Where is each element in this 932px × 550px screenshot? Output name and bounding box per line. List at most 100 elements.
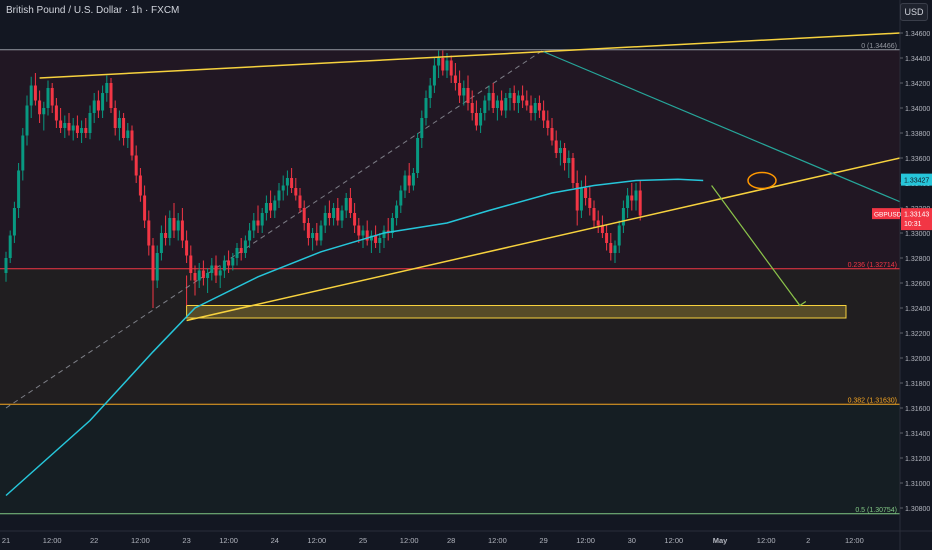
candle-body (521, 95, 525, 101)
candle-body (101, 93, 105, 111)
candle-body (235, 248, 239, 258)
candle-body (340, 210, 344, 221)
candle-body (130, 130, 134, 156)
candle-body (151, 245, 155, 281)
candle-body (445, 60, 449, 71)
candle-body (567, 158, 571, 163)
price-tick-label: 1.31000 (905, 481, 930, 488)
candle-body (516, 95, 520, 103)
price-tick-label: 1.31800 (905, 381, 930, 388)
time-tick-label: 2 (806, 536, 810, 545)
candle-body (277, 190, 281, 201)
candle-body (222, 260, 226, 271)
fib-band (0, 404, 900, 514)
candle-body (117, 118, 121, 128)
candle-body (306, 223, 310, 238)
candle-body (197, 270, 201, 281)
time-tick-label: 12:00 (400, 536, 419, 545)
candle-body (12, 208, 16, 236)
candle-body (159, 233, 163, 253)
fib-level-label: 0 (1.34466) (861, 43, 897, 50)
candle-body (512, 93, 516, 103)
candle-body (214, 265, 218, 276)
candle-body (470, 103, 474, 113)
candle-body (21, 135, 25, 171)
candle-body (201, 270, 205, 278)
price-tick-label: 1.30800 (905, 506, 930, 513)
candle-body (311, 233, 315, 238)
candle-body (395, 205, 399, 218)
price-tick-label: 1.31200 (905, 456, 930, 463)
price-tick-label: 1.34000 (905, 106, 930, 113)
candle-body (8, 235, 12, 258)
candle-body (4, 258, 8, 273)
candle-body (369, 235, 373, 241)
candle-body (176, 220, 180, 231)
candle-body (420, 118, 424, 138)
candle-body (546, 120, 550, 128)
currency-button[interactable]: USD (900, 3, 928, 21)
candle-body (164, 233, 168, 238)
candle-body (449, 60, 453, 76)
candle-body (84, 128, 88, 133)
support-zone[interactable] (186, 305, 847, 319)
last-price-label: 1.33143 (904, 212, 929, 219)
highlight-ellipse[interactable] (747, 171, 777, 190)
candle-body (33, 85, 37, 101)
candle-body (172, 218, 176, 231)
candle-body (537, 103, 541, 111)
top-trendline[interactable] (39, 32, 901, 79)
candle-body (483, 100, 487, 113)
candle-body (441, 58, 445, 71)
candle-body (613, 245, 617, 253)
projection-arrow[interactable] (711, 185, 801, 306)
candle-body (416, 138, 420, 173)
candle-body (227, 260, 231, 266)
moving-average-line (5, 178, 704, 497)
candle-body (542, 110, 546, 121)
candle-body (17, 170, 21, 208)
symbol-badge (872, 208, 900, 220)
candle-body (600, 225, 604, 233)
candle-body (584, 188, 588, 198)
candle-body (260, 213, 264, 226)
candle-body (294, 188, 298, 196)
candle-body (134, 155, 138, 176)
candle-body (218, 270, 222, 276)
time-tick-label: May (713, 536, 728, 545)
candle-body (466, 88, 470, 103)
candle-body (281, 185, 285, 191)
ascending-trendline[interactable] (186, 157, 901, 322)
candle-body (621, 208, 625, 226)
candle-body (319, 225, 323, 241)
price-tick-label: 1.31600 (905, 406, 930, 413)
descending-trendline[interactable] (543, 51, 901, 203)
candle-body (626, 195, 630, 208)
candle-body (189, 255, 193, 273)
candle-body (105, 83, 109, 93)
candle-body (71, 125, 75, 131)
candle-body (54, 105, 58, 121)
candle-body (63, 123, 67, 128)
candle-body (147, 220, 151, 246)
price-tick-label: 1.33000 (905, 231, 930, 238)
time-tick-label: 28 (447, 536, 455, 545)
time-tick-label: 12:00 (131, 536, 150, 545)
time-tick-label: 12:00 (219, 536, 238, 545)
candle-body (248, 230, 252, 241)
fib-level-label: 0.382 (1.31630) (848, 397, 897, 404)
time-tick-label: 25 (359, 536, 367, 545)
ma-value-badge (901, 173, 932, 186)
candle-body (180, 220, 184, 241)
ma-value-label: 1.33427 (904, 178, 929, 185)
price-axis (900, 0, 932, 550)
candle-body (38, 100, 42, 115)
candle-body (109, 83, 113, 108)
candle-body (206, 273, 210, 278)
candle-body (592, 208, 596, 221)
candle-body (382, 230, 386, 238)
candle-body (126, 130, 130, 138)
price-tick-label: 1.34600 (905, 31, 930, 38)
candle-body (550, 128, 554, 141)
